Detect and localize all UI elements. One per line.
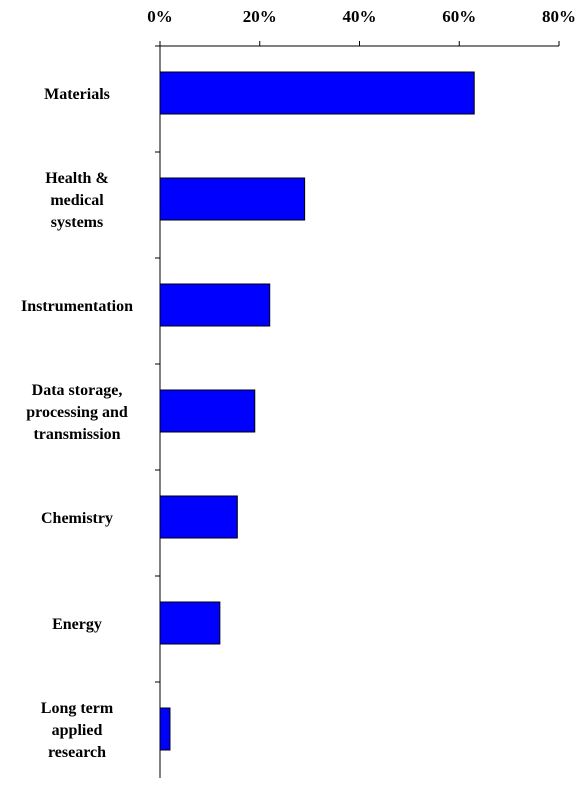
category-label-line: Chemistry bbox=[41, 510, 113, 527]
category-label-line: processing and bbox=[26, 404, 128, 421]
x-tick-label: 20% bbox=[243, 7, 277, 26]
category-label-line: Long term bbox=[41, 700, 114, 717]
category-label-line: medical bbox=[50, 192, 104, 209]
category-label: Health & medical systems bbox=[45, 170, 109, 231]
category-labels-layer: Materials Health & medical systems Instrumen… bbox=[21, 86, 133, 761]
x-tick-label: 0% bbox=[147, 7, 173, 26]
category-label: Instrumentation bbox=[21, 298, 133, 315]
category-label-line: Energy bbox=[52, 616, 102, 633]
x-tick-label: 80% bbox=[542, 7, 576, 26]
category-label: Data storage, processing and transmission bbox=[26, 382, 128, 443]
category-label: Materials bbox=[44, 86, 110, 103]
category-label-line: Materials bbox=[44, 86, 110, 103]
x-tick-label: 40% bbox=[343, 7, 377, 26]
category-label: Long term applied research bbox=[41, 700, 114, 761]
category-label-line: Instrumentation bbox=[21, 298, 133, 315]
bar bbox=[159, 177, 306, 221]
category-label: Energy bbox=[52, 616, 102, 633]
category-label-line: research bbox=[48, 744, 106, 761]
category-label-line: systems bbox=[51, 214, 103, 231]
category-label-line: applied bbox=[52, 722, 103, 739]
category-label-line: transmission bbox=[33, 426, 120, 443]
bar bbox=[159, 71, 475, 115]
bar bbox=[159, 707, 171, 751]
category-label-line: Data storage, bbox=[32, 382, 123, 399]
category-label-line: Health & bbox=[45, 170, 109, 187]
bar bbox=[159, 389, 256, 433]
x-tick-label: 60% bbox=[442, 7, 476, 26]
bar bbox=[159, 283, 271, 327]
bar bbox=[159, 601, 221, 645]
bar bbox=[159, 495, 238, 539]
category-label: Chemistry bbox=[41, 510, 113, 527]
axis-layer: 0% 20% 40% 60% 80% bbox=[147, 7, 576, 778]
bars-layer bbox=[159, 71, 475, 751]
